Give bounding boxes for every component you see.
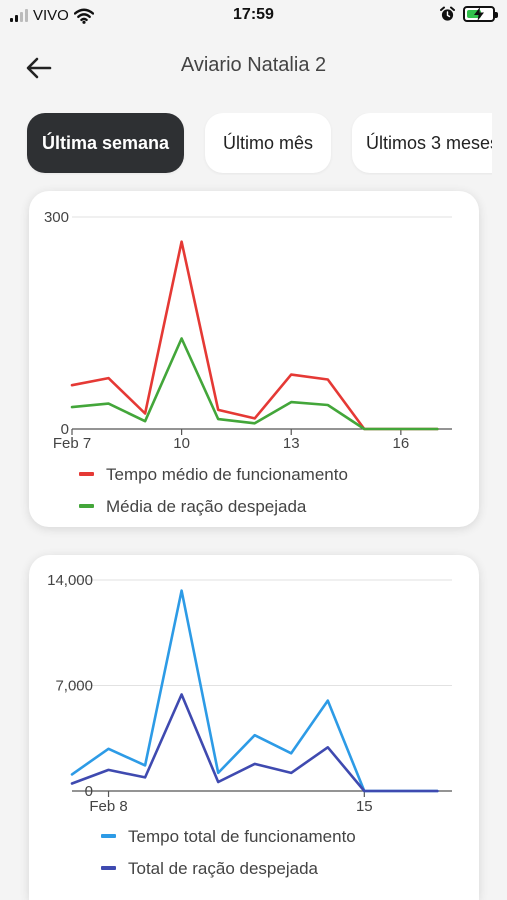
average-chart: 0 300 Feb 7 10 13 16 Tempo médio de funcioname…: [44, 209, 452, 516]
x-tick-label: 16: [393, 435, 410, 452]
wifi-icon: [73, 8, 94, 24]
app-header: Aviario Natalia 2: [0, 40, 507, 94]
series-line-0: [70, 240, 439, 431]
x-tick-label: 10: [173, 435, 190, 452]
legend-label: Tempo médio de funcionamento: [106, 465, 348, 484]
x-tick-label: Feb 8: [89, 798, 127, 815]
y-tick-label: 14,000: [47, 572, 93, 589]
chart-card-total: 0 7,000 14,000 Feb 8 15 Tempo total de funcio…: [29, 555, 479, 900]
legend-swatch: [79, 504, 94, 508]
alarm-icon: [440, 6, 455, 21]
tab-last-month[interactable]: Último mês: [205, 113, 331, 173]
legend-swatch: [101, 834, 116, 838]
y-tick-label: 0: [61, 421, 69, 438]
signal-icon: [10, 9, 28, 22]
status-right: [440, 6, 498, 22]
tab-last-3-months[interactable]: Últimos 3 meses: [352, 113, 492, 173]
legend-label: Média de ração despejada: [106, 497, 307, 516]
x-tick-label: Feb 7: [53, 435, 91, 452]
legend-label: Tempo total de funcionamento: [128, 827, 356, 846]
y-tick-label: 7,000: [55, 678, 93, 695]
legend-swatch: [101, 866, 116, 870]
y-tick-label: 0: [85, 783, 93, 800]
x-tick-label: 15: [356, 798, 373, 815]
status-time: 17:59: [233, 6, 274, 23]
legend-swatch: [79, 472, 94, 476]
legend-label: Total de ração despejada: [128, 859, 319, 878]
tab-last-week[interactable]: Última semana: [27, 113, 184, 173]
series-line-0: [70, 589, 439, 793]
arrow-left-icon[interactable]: [22, 51, 56, 85]
carrier-label: VIVO: [33, 7, 69, 24]
battery-charging-icon: [463, 6, 498, 22]
status-bar: VIVO 17:59: [0, 0, 507, 34]
chart-card-average: 0 300 Feb 7 10 13 16 Tempo médio de funcioname…: [29, 191, 479, 527]
series-line-1: [70, 693, 439, 793]
period-tabs: Última semana Último mês Últimos 3 meses: [0, 113, 492, 175]
x-tick-label: 13: [283, 435, 300, 452]
status-left: VIVO: [10, 7, 94, 24]
y-tick-label: 300: [44, 209, 69, 226]
series-line-1: [70, 337, 439, 431]
page-title: Aviario Natalia 2: [180, 54, 327, 76]
